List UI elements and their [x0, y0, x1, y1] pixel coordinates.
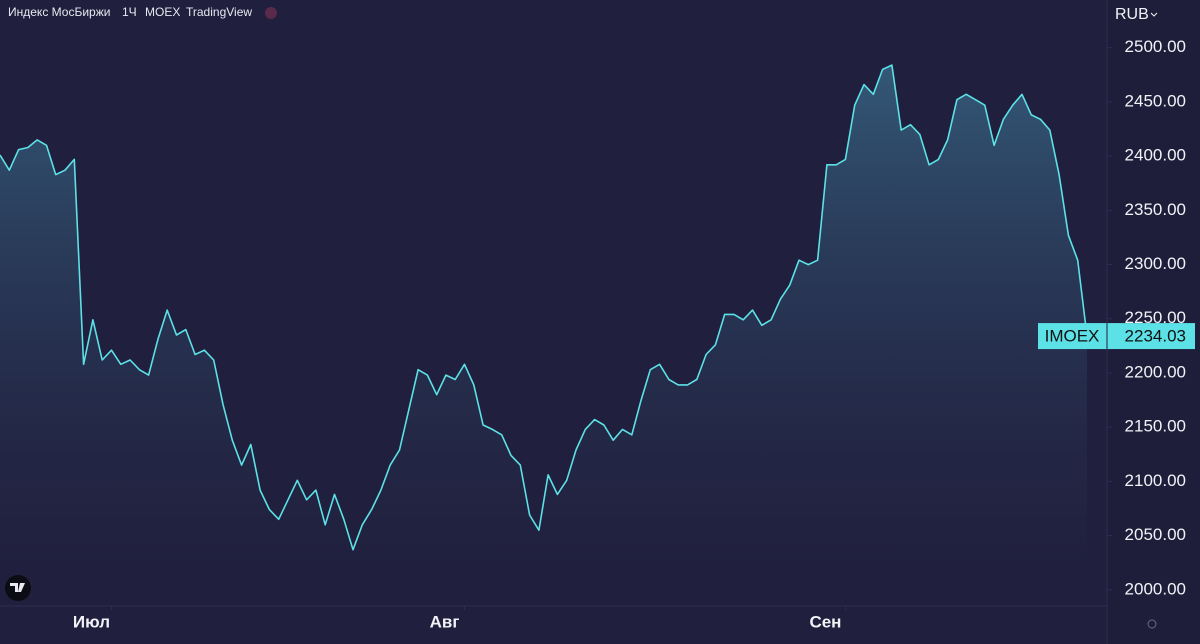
dropdown-arrow: [1150, 12, 1158, 17]
exchange: MOEX: [145, 5, 180, 19]
y-tick-label: 2450.00: [1125, 91, 1186, 110]
y-tick-label: 2500.00: [1125, 37, 1186, 56]
tv-logo-mark: [10, 583, 25, 592]
settings-icon[interactable]: [1147, 619, 1157, 629]
area-fill: [0, 65, 1087, 606]
chart-title: Индекс МосБиржи: [8, 5, 110, 19]
currency[interactable]: RUB: [1115, 6, 1149, 23]
price-axis: [1107, 0, 1200, 644]
y-tick-label: 2250.00: [1125, 308, 1186, 327]
x-tick-label: Июл: [73, 612, 110, 631]
x-tick-label: Авг: [430, 612, 460, 631]
status-dot: [265, 7, 277, 19]
source: TradingView: [186, 5, 252, 19]
y-tick-label: 2200.00: [1125, 362, 1186, 381]
y-tick-label: 2150.00: [1125, 417, 1186, 436]
x-tick-label: Сен: [809, 612, 841, 631]
last-price-badge: [1038, 323, 1195, 350]
series-name: IMOEX: [1045, 327, 1100, 346]
price-line: [0, 64, 1088, 551]
y-tick-label: 2050.00: [1125, 525, 1186, 544]
last-price-label: 2234.03: [1125, 327, 1186, 346]
y-tick-label: 2350.00: [1125, 200, 1186, 219]
y-tick-label: 2000.00: [1125, 579, 1186, 598]
y-tick-label: 2400.00: [1125, 146, 1186, 165]
y-tick-label: 2300.00: [1125, 254, 1186, 273]
interval[interactable]: 1Ч: [122, 5, 137, 19]
y-tick-label: 2100.00: [1125, 471, 1186, 490]
plot: [0, 47, 1112, 610]
